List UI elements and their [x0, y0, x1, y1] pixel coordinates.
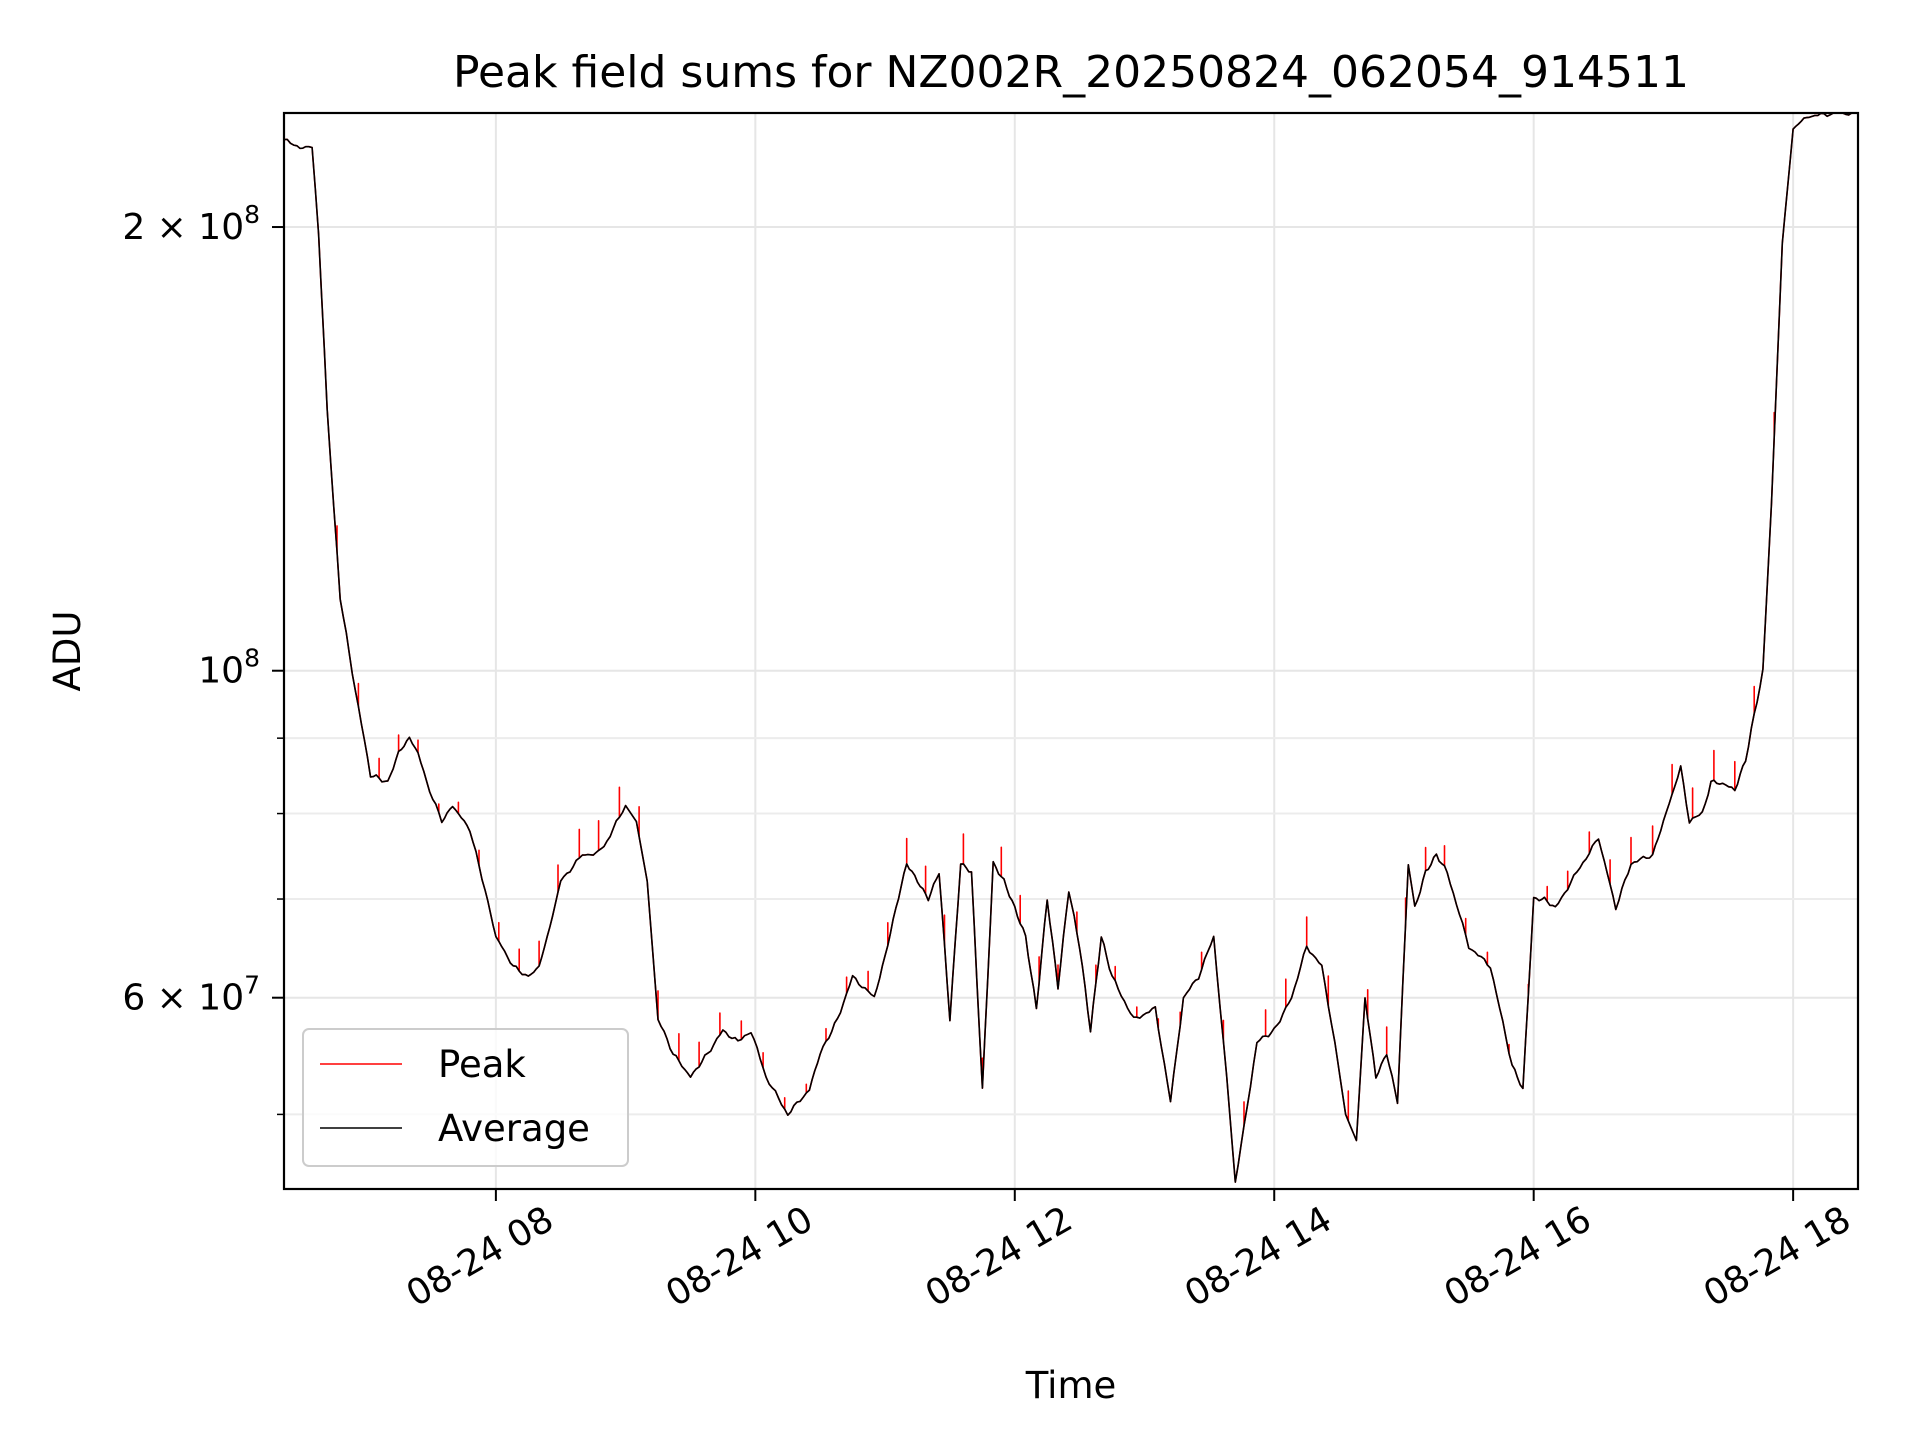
- legend-average-label: Average: [438, 1107, 590, 1150]
- y-axis-label: ADU: [46, 611, 89, 692]
- legend-peak-label: Peak: [438, 1043, 526, 1086]
- grid: [284, 113, 1858, 1189]
- average-series-line: [283, 112, 1858, 1183]
- y-tick-label: 2 × 108: [122, 200, 260, 248]
- x-axis-label: Time: [1025, 1364, 1117, 1407]
- y-tick-label: 108: [198, 644, 260, 692]
- chart-title: Peak field sums for NZ002R_20250824_0620…: [453, 47, 1689, 98]
- y-tick-label: 6 × 107: [122, 971, 260, 1019]
- plot-frame: [282, 111, 1860, 1191]
- legend: Peak Average: [302, 1028, 629, 1167]
- series-layer: [283, 112, 1858, 1183]
